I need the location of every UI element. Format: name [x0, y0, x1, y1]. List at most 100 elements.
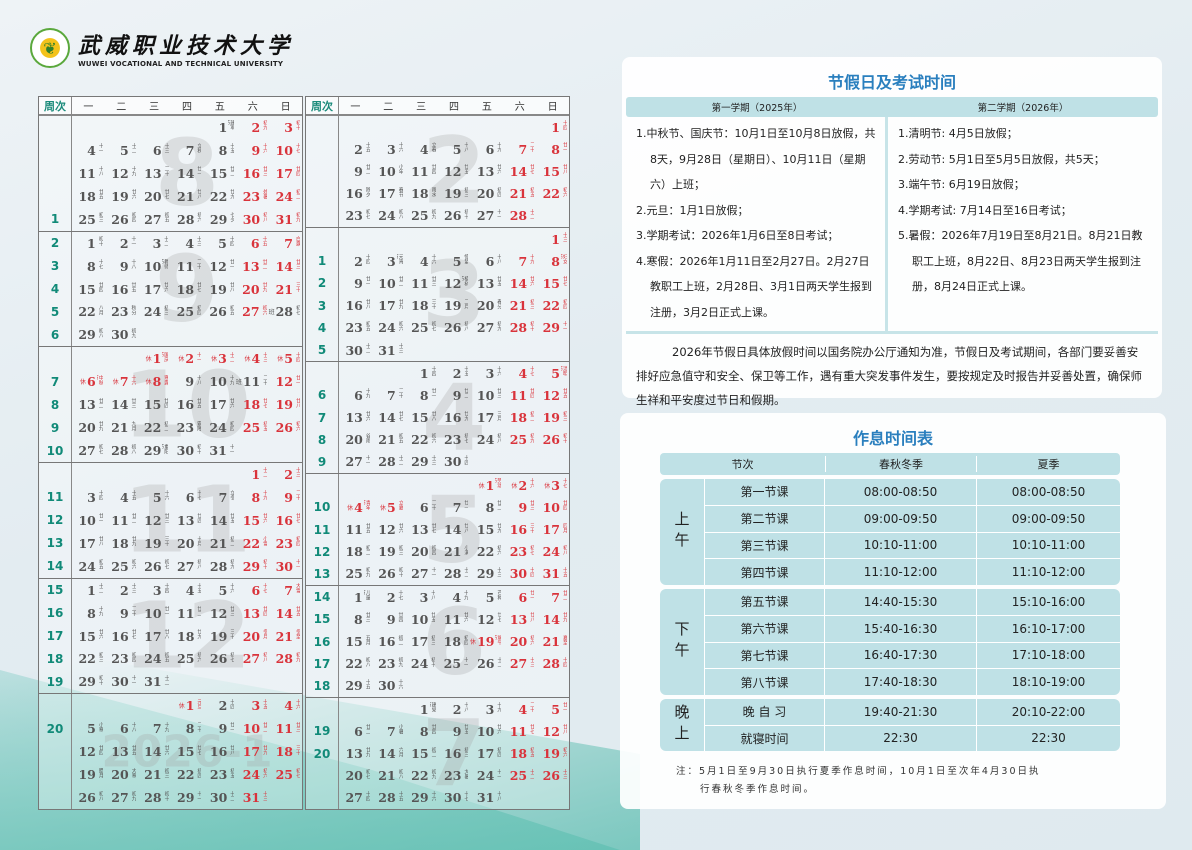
calendar-day: 26 初四	[105, 208, 138, 231]
lunar-date: 芒种	[496, 590, 502, 601]
month-block: 678941十四2十五3十六4十七5清明节6十九7二十8廿一9廿二10廿三11廿…	[306, 362, 569, 475]
lunar-date: 十六	[130, 374, 136, 385]
calendar-day: 14 廿五	[269, 602, 302, 625]
calendar-day: 26 初五	[203, 300, 236, 323]
lunar-date: 初三	[562, 410, 567, 421]
day-number: 14	[509, 163, 528, 179]
day-number: 14	[144, 744, 162, 760]
calendar-day: 18 廿五	[72, 185, 105, 208]
lunar-date: 三十	[163, 536, 169, 547]
day-number: 5	[387, 499, 396, 515]
week-number: 15	[313, 612, 331, 627]
day-number: 21	[275, 281, 293, 297]
lunar-date: 七夕	[229, 212, 235, 223]
calendar-day: 11 廿六	[437, 608, 470, 630]
day-number: 5	[485, 589, 495, 605]
lunar-date: 十四	[228, 236, 234, 247]
calendar-day: 16 廿三	[236, 162, 269, 185]
calendar-day: 23 初七	[339, 205, 372, 227]
lunar-date: 建党节	[430, 702, 436, 713]
lunar-date: 廿二	[97, 397, 103, 408]
calendar-day: 8 廿二	[470, 496, 503, 518]
day-number: 18	[509, 746, 528, 761]
calendar-day: 13 廿六	[339, 407, 372, 429]
day-number: 12	[111, 165, 129, 181]
calendar-day: 7 大雪	[269, 579, 302, 602]
lunar-date: 初十	[163, 790, 169, 801]
lunar-date: 初九	[364, 566, 370, 577]
calendar-day: 8 十九	[72, 602, 105, 625]
lunar-date: 教师节	[162, 259, 169, 270]
lunar-date: 十九	[163, 721, 169, 732]
lunar-date: 二十	[529, 702, 535, 713]
lunar-date: 廿三	[262, 166, 268, 177]
lunar-date: 十三	[295, 467, 300, 478]
day-number: 25	[509, 768, 528, 784]
lunar-date: 初七	[463, 432, 469, 443]
day-number: 15	[78, 281, 96, 297]
calendar-day: 10 廿四	[536, 496, 569, 518]
calendar-day: 30 十一	[269, 555, 302, 578]
day-number: 16	[275, 512, 293, 528]
lunar-date: 廿四	[97, 744, 103, 755]
lunar-date: 廿五	[463, 724, 469, 735]
calendar-day: 2 十七	[372, 586, 405, 608]
day-number: 30	[444, 790, 462, 806]
lunar-date: 廿二	[364, 164, 370, 175]
lunar-date: 十一	[130, 674, 136, 685]
calendar-day: 20 谷雨	[339, 429, 372, 451]
day-number: 12	[144, 512, 162, 528]
summer-time: 15:10-16:00	[976, 589, 1120, 615]
day-number: 9	[251, 142, 261, 158]
day-number: 2	[251, 119, 261, 135]
day-number: 29	[78, 327, 96, 343]
lunar-date: 廿七	[496, 612, 502, 623]
day-number: 7	[119, 374, 129, 390]
day-number: 13	[476, 275, 495, 291]
calendar-day: 22 八月	[72, 300, 105, 323]
calendar-day: 3元宵节	[372, 250, 405, 272]
lunar-date: 初二	[397, 634, 403, 645]
lunar-date: 六月	[397, 746, 403, 757]
calendar-day: 5 十六	[138, 486, 171, 509]
day-number: 21	[509, 186, 528, 202]
day-number: 19	[209, 628, 228, 644]
day-number: 9	[218, 721, 228, 737]
lunar-date: 十九	[463, 590, 469, 601]
schedule-row: 就寝时间 22:30 22:30	[705, 724, 1120, 751]
calendar-day: 17 廿八	[72, 532, 105, 555]
lunar-date: 十五	[261, 236, 267, 247]
day-number: 22	[143, 420, 162, 436]
calendar-day: 30 初十	[170, 439, 203, 462]
month-days: 12 1 十二 2 十三 3 十四 4 十五 5 十六 6 十七 7 大雪 8 十九 9 二十 10 廿一 11 廿二 12 廿…	[72, 579, 302, 694]
semester1-items: 1.中秋节、国庆节：10月1日至10月8日放假，共8天，9月28日（星期日）、1…	[626, 117, 888, 331]
schedule-header: 节次 春秋冬季 夏季	[660, 453, 1120, 475]
lunar-date: 廿六	[364, 410, 370, 421]
day-number: 26	[542, 768, 560, 784]
day-number: 29	[78, 674, 96, 690]
weekday-label: 四	[181, 102, 192, 113]
calendar-day: 30 十二	[339, 339, 372, 361]
lunar-date: 初七	[163, 559, 169, 570]
calendar-day: 22 初八	[339, 653, 372, 675]
week-number: 14	[313, 590, 331, 605]
lunar-date: 初十	[97, 236, 103, 247]
calendar-day: 20 初六	[503, 630, 536, 652]
lunar-date: 初五	[163, 212, 169, 223]
calendar-day: 25 初九	[503, 429, 536, 451]
semester1-item: 4.寒假：2026年1月11日至2月27日。2月27日教职工上班，2月28日、3…	[636, 254, 872, 319]
week-numbers: 2 3 4 5 6	[39, 231, 72, 347]
calendar-day: 2 初九	[236, 116, 269, 139]
month-block: 2 1 十四 2 十五 3 十六 4 立春 5 十八 6 十九 7 二十 8 廿一 9 廿二 10 小年 11 廿四 12 廿五…	[306, 116, 569, 228]
summer-time: 16:10-17:00	[976, 615, 1120, 642]
day-number: 14	[275, 258, 293, 274]
day-number: 27	[111, 790, 129, 806]
day-number: 4	[185, 235, 195, 251]
day-number: 27	[177, 558, 195, 574]
day-number: 6	[354, 723, 363, 739]
calendar-day: 28 初十	[138, 786, 171, 809]
day-number: 3	[218, 351, 227, 367]
day-number: 10	[143, 258, 162, 274]
lunar-date: 十六	[397, 678, 403, 689]
calendar-day: 13 廿四	[236, 602, 269, 625]
